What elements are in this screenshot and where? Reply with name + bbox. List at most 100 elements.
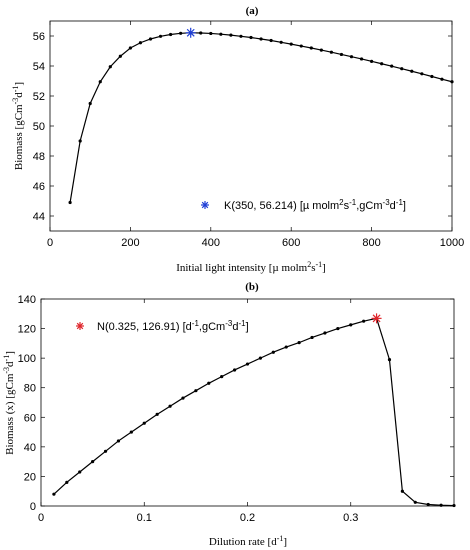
chart-b-data-point	[168, 404, 172, 408]
chart-b-data-point	[155, 412, 159, 416]
chart-b-series	[52, 313, 456, 508]
chart-a-ytick-label: 46	[33, 181, 45, 193]
chart-b-highlight-marker	[371, 313, 382, 324]
chart-b-data-point	[258, 356, 263, 360]
chart-b-data-point	[271, 350, 275, 354]
chart-b-ytick-label: 120	[18, 324, 36, 336]
chart-a-data-point	[349, 55, 354, 59]
chart-a-data-point	[289, 42, 293, 46]
chart-a-ytick-label: 48	[33, 151, 45, 163]
chart-a-data-point	[309, 46, 313, 50]
chart-b-data-point	[413, 500, 417, 504]
chart-a-data-point	[430, 74, 434, 79]
chart-b-data-point	[220, 375, 224, 379]
chart-b-legend-asterisk	[76, 322, 84, 330]
chart-b-data-point	[284, 345, 288, 349]
chart-b-data-point	[116, 439, 121, 443]
chart-a: (a) 0 200 400 600 800 1000 44 46 48 50 52 54 56 Init…	[11, 5, 464, 274]
chart-a-highlight-marker	[185, 27, 196, 38]
chart-a-data-point	[420, 72, 424, 76]
chart-b-data-point	[103, 449, 108, 453]
chart-a-data-point	[209, 31, 213, 36]
chart-a-data-point	[98, 80, 102, 84]
chart-b-data-point	[129, 430, 133, 434]
chart-a-ytick-label: 54	[33, 61, 45, 73]
chart-a-xtick-label: 400	[202, 237, 220, 249]
chart-b-xlabel: Dilution rate [d-1]	[209, 534, 287, 548]
chart-b-legend: N(0.325, 126.91) [d-1,gCm-3d-1]	[76, 319, 249, 333]
chart-b-xtick-label: 0.2	[240, 512, 255, 524]
chart-a-ytick-label: 50	[33, 121, 45, 133]
chart-b-data-point	[181, 396, 185, 400]
chart-a-data-point	[390, 64, 394, 68]
chart-b-legend-marker	[76, 322, 84, 330]
chart-a-legend-marker	[201, 201, 209, 209]
chart-a-xtick-label: 800	[362, 237, 380, 249]
chart-a-data-point	[259, 37, 263, 41]
chart-a-data-point	[229, 33, 233, 37]
chart-b-ytick-label: 60	[24, 412, 36, 424]
chart-a-data-point	[299, 44, 303, 48]
chart-b-data-point	[426, 502, 430, 507]
chart-a-data-point	[450, 80, 454, 84]
chart-b-ytick-label: 80	[24, 383, 36, 395]
chart-a-data-point	[118, 54, 122, 58]
chart-a-title: (a)	[246, 5, 259, 17]
chart-a-data-point	[148, 37, 153, 41]
chart-b-ytick-label: 40	[24, 442, 36, 454]
chart-b-ytick-label: 100	[18, 353, 36, 365]
chart-b-data-point	[439, 503, 443, 507]
chart-b-series-line	[53, 317, 455, 507]
chart-a-data-point	[249, 35, 253, 40]
chart-b-data-point	[297, 341, 301, 345]
chart-a-ytick-label: 56	[33, 31, 45, 43]
chart-b-data-point	[362, 319, 366, 323]
chart-b-ytick-label: 20	[24, 471, 36, 483]
chart-b-data-point	[207, 381, 211, 385]
chart-a-data-point	[410, 69, 414, 73]
chart-b-ticks: 0 0.1 0.2 0.3 0 20 40 60 80 100 120 140	[18, 294, 454, 524]
chart-b-data-point	[323, 331, 327, 335]
chart-a-data-point	[179, 31, 183, 35]
chart-a-data-point	[339, 52, 344, 57]
chart-b-data-point	[52, 492, 56, 496]
chart-a-series	[68, 27, 454, 205]
chart-b-legend-label: N(0.325, 126.91) [d-1,gCm-3d-1]	[97, 319, 249, 333]
chart-b-data-point	[310, 335, 314, 340]
chart-a-data-point	[440, 77, 444, 81]
chart-a-data-point	[199, 31, 203, 35]
chart-a-ytick-label: 52	[33, 91, 45, 103]
chart-a-data-point	[158, 34, 163, 38]
chart-b-data-point	[65, 480, 69, 484]
chart-a-data-point	[319, 48, 323, 52]
chart-a-data-point	[88, 101, 92, 106]
chart-b-data-point	[78, 470, 82, 474]
chart-a-data-point	[128, 46, 132, 50]
chart-a-xtick-label: 1000	[440, 237, 464, 249]
chart-b-xtick-label: 0.3	[343, 512, 358, 524]
chart-a-data-point	[380, 62, 384, 66]
chart-a-legend-label: K(350, 56.214) [µ molm2s-1,gCm-3d-1]	[224, 198, 406, 212]
chart-b-data-point	[245, 362, 250, 366]
chart-b: (b) 0 0.1 0.2 0.3 0 20 40 60 80 100 120 140 Dilutio…	[2, 281, 456, 548]
chart-a-data-point	[359, 57, 364, 61]
chart-b-ylabel: Biomass (x) [gCm-3d-1]	[2, 351, 16, 455]
chart-a-ticks: 0 200 400 600 800 1000 44 46 48 50 52 54 56	[33, 21, 464, 249]
chart-a-data-point	[269, 38, 273, 43]
chart-a-legend-asterisk	[201, 201, 209, 209]
chart-b-data-point	[91, 460, 95, 464]
chart-b-data-point	[194, 389, 198, 393]
chart-a-ylabel: Biomass [gCm-3d-1]	[11, 82, 25, 170]
chart-a-legend: K(350, 56.214) [µ molm2s-1,gCm-3d-1]	[201, 198, 406, 212]
chart-b-ytick-label: 140	[18, 294, 36, 306]
chart-a-data-point	[78, 139, 82, 143]
chart-a-data-point	[219, 32, 223, 36]
chart-a-series-line	[69, 32, 453, 203]
chart-a-data-point	[68, 200, 72, 205]
chart-b-data-point	[452, 503, 456, 508]
chart-a-data-point	[370, 59, 374, 63]
chart-b-title: (b)	[245, 281, 259, 293]
chart-a-xlabel: Initial light intensity [µ molm2s-1]	[176, 260, 326, 274]
chart-b-data-point	[387, 358, 392, 362]
